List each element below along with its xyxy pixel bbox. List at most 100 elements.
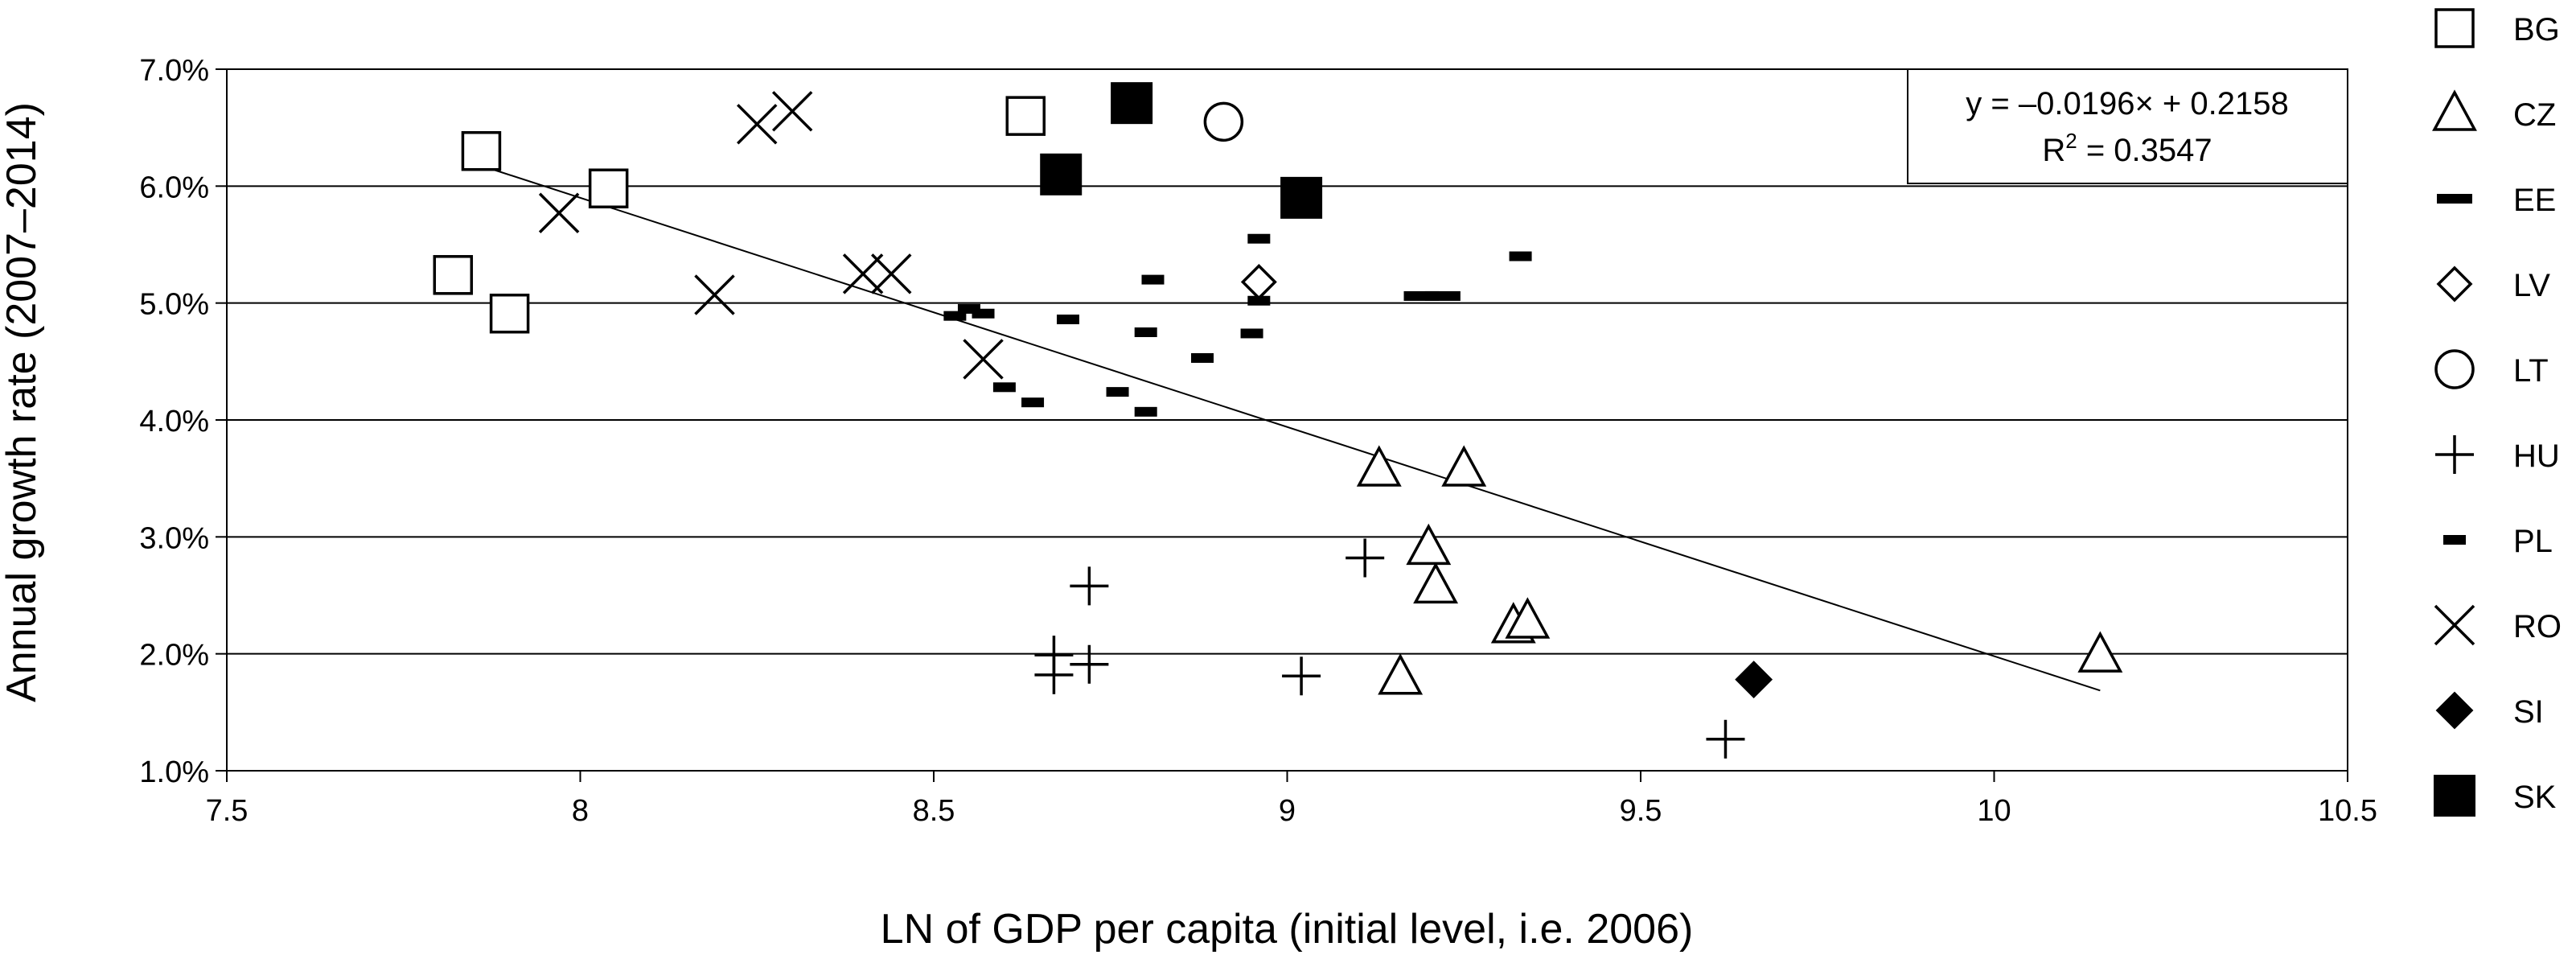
- legend-label: SK: [2513, 780, 2557, 815]
- data-point-cz: [1406, 523, 1452, 566]
- data-point-sk: [1280, 176, 1323, 219]
- equation-text: y = –0.0196× + 0.2158: [1966, 86, 2288, 121]
- data-point-pl: [972, 308, 995, 319]
- data-point-hu: [1070, 644, 1109, 684]
- data-point-ro: [842, 253, 884, 294]
- legend-marker-pl: [2443, 535, 2466, 545]
- data-point-cz: [2077, 631, 2123, 673]
- legend-marker-lt: [2434, 349, 2475, 389]
- legend-label: CZ: [2513, 97, 2556, 133]
- data-points: [433, 82, 2123, 759]
- legend-item-hu: HU: [2435, 435, 2560, 474]
- data-point-pl: [1191, 352, 1214, 363]
- trendline: [481, 165, 2101, 692]
- x-tick-label: 10: [1977, 794, 2011, 828]
- x-tick-label: 9.5: [1620, 794, 1662, 828]
- x-tick-label: 9: [1279, 794, 1296, 828]
- data-point-pl: [1247, 233, 1271, 244]
- data-point-ee: [1424, 290, 1461, 301]
- y-tick-label: 3.0%: [139, 521, 209, 555]
- data-point-pl: [1240, 328, 1263, 339]
- r-squared-superscript: 2: [2065, 129, 2077, 153]
- data-point-ro: [771, 91, 813, 132]
- y-tick-label: 5.0%: [139, 288, 209, 322]
- legend-label: EE: [2513, 183, 2556, 218]
- data-point-ro: [871, 253, 912, 294]
- y-tick-label: 1.0%: [139, 755, 209, 789]
- legend-label: SI: [2513, 694, 2544, 730]
- legend-item-sk: SK: [2434, 775, 2557, 817]
- legend-label: RO: [2513, 609, 2562, 644]
- legend-marker-ee: [2437, 194, 2472, 204]
- legend-item-cz: CZ: [2432, 89, 2556, 133]
- data-point-hu: [1034, 655, 1074, 694]
- data-point-sk: [1040, 153, 1083, 196]
- data-point-bg: [433, 255, 474, 295]
- legend-marker-bg: [2434, 8, 2475, 48]
- legend-marker-cz: [2432, 89, 2477, 131]
- data-point-hu: [1070, 566, 1109, 606]
- data-point-cz: [1441, 445, 1487, 487]
- legend-item-ro: RO: [2434, 604, 2562, 646]
- legend-item-lt: LT: [2434, 349, 2549, 389]
- x-tick-label: 8.5: [913, 794, 955, 828]
- data-point-hu: [1346, 538, 1385, 578]
- data-point-bg: [1005, 96, 1046, 136]
- data-point-pl: [1141, 274, 1165, 285]
- data-point-cz: [1378, 653, 1424, 695]
- data-point-bg: [489, 293, 530, 334]
- legend-item-pl: PL: [2443, 524, 2553, 559]
- legend-marker-lv: [2436, 265, 2473, 303]
- legend-label: BG: [2513, 12, 2560, 47]
- x-tick-label: 8: [572, 794, 589, 828]
- legend-item-lv: LV: [2436, 265, 2550, 303]
- data-point-pl: [1106, 387, 1129, 397]
- data-point-lv: [1240, 264, 1277, 300]
- legend-label: LT: [2513, 353, 2549, 389]
- data-point-hu: [1706, 719, 1745, 759]
- data-point-pl: [1021, 397, 1045, 408]
- legend-item-bg: BG: [2434, 8, 2560, 48]
- data-point-pl: [1509, 251, 1532, 261]
- y-tick-label: 4.0%: [139, 405, 209, 438]
- legend-marker-hu: [2435, 435, 2474, 474]
- data-point-hu: [1282, 656, 1321, 696]
- y-axis-ticks: 1.0% 2.0% 3.0% 4.0% 5.0% 6.0% 7.0%: [139, 54, 227, 789]
- legend-label: HU: [2513, 438, 2560, 474]
- data-point-ro: [963, 339, 1004, 380]
- data-point-si: [1735, 661, 1773, 699]
- legend-marker-sk: [2434, 775, 2475, 817]
- r-squared-value: = 0.3547: [2077, 133, 2212, 168]
- y-tick-label: 7.0%: [139, 54, 209, 88]
- x-tick-label: 10.5: [2318, 794, 2377, 828]
- data-point-ro: [737, 104, 778, 145]
- data-point-pl: [1247, 295, 1271, 306]
- data-point-pl: [992, 382, 1016, 393]
- y-axis-title: Annual growth rate (2007–2014): [0, 102, 45, 702]
- legend-label: PL: [2513, 524, 2553, 559]
- x-axis-title: LN of GDP per capita (initial level, i.e…: [881, 906, 1694, 953]
- equation-box: y = –0.0196× + 0.2158 R2 = 0.3547: [1907, 68, 2348, 184]
- legend-item-si: SI: [2435, 691, 2544, 730]
- data-point-pl: [1134, 327, 1157, 337]
- r-squared-label: R: [2042, 133, 2065, 168]
- data-point-pl: [1134, 406, 1157, 417]
- legend-label: LV: [2513, 268, 2550, 303]
- legend: BG CZ EE LV LT HU PL RO SI SK: [2432, 8, 2562, 817]
- data-point-pl: [1057, 315, 1080, 325]
- legend-item-ee: EE: [2437, 183, 2556, 218]
- equation-box-frame: [1907, 68, 2348, 184]
- data-point-cz: [1356, 445, 1402, 487]
- data-point-ro: [538, 192, 580, 233]
- data-point-cz: [1413, 562, 1459, 604]
- y-tick-label: 2.0%: [139, 639, 209, 673]
- data-point-sk: [1111, 82, 1153, 125]
- x-tick-label: 7.5: [206, 794, 249, 828]
- x-axis-ticks: 7.5 8 8.5 9 9.5 10 10.5: [206, 771, 2377, 828]
- legend-marker-si: [2435, 691, 2474, 730]
- data-point-bg: [588, 168, 629, 208]
- y-tick-label: 6.0%: [139, 171, 209, 204]
- r-squared-text: R2 = 0.3547: [2042, 129, 2212, 168]
- data-point-bg: [461, 130, 502, 171]
